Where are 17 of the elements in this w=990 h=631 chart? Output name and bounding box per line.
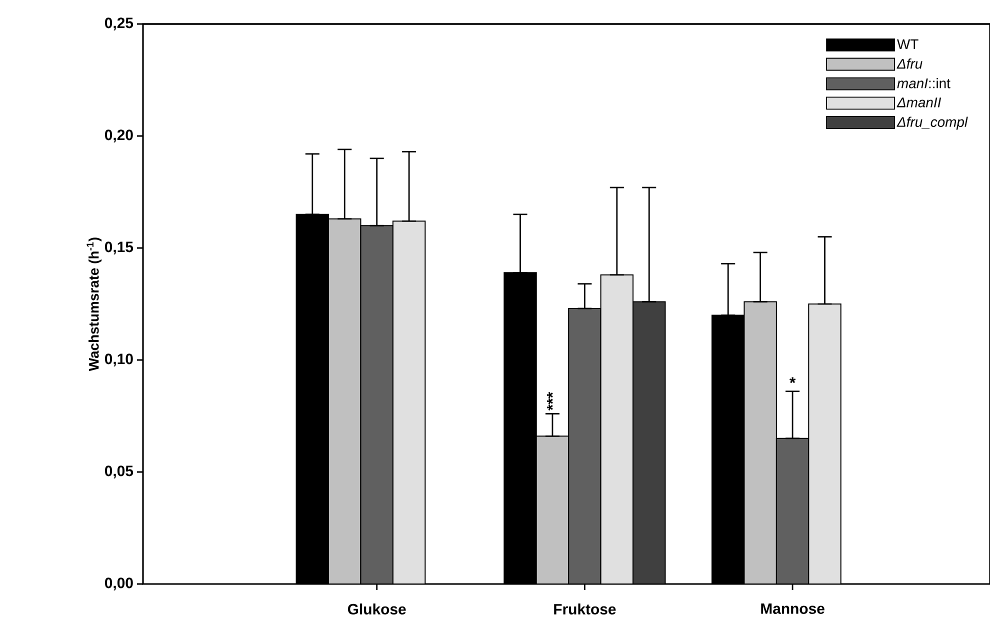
y-tick-label: 0,25 (104, 18, 134, 30)
annotation: *** (546, 392, 553, 411)
legend-label: WT (897, 39, 918, 49)
y-tick-label: 0,10 (104, 354, 133, 366)
legend-label: ΔmanII (896, 98, 942, 108)
x-tick-label: Fruktose (554, 604, 616, 614)
x-tick-label: Glukose (348, 604, 406, 614)
legend-label: Δfru (896, 58, 922, 69)
legend-label: manI::int (897, 78, 950, 88)
y-tick-label: 0,15 (104, 242, 134, 254)
annotation: * (789, 377, 796, 384)
y-tick-label: 0,05 (104, 466, 134, 478)
y-tick-label: 0,00 (104, 578, 133, 590)
y-tick-label: 0,20 (104, 130, 133, 142)
x-tick-label: Mannose (761, 604, 824, 614)
legend-label: Δfru_compl (896, 116, 968, 130)
y-axis-title: Wachstumsrate (h$^{-1}$) (86, 238, 102, 372)
